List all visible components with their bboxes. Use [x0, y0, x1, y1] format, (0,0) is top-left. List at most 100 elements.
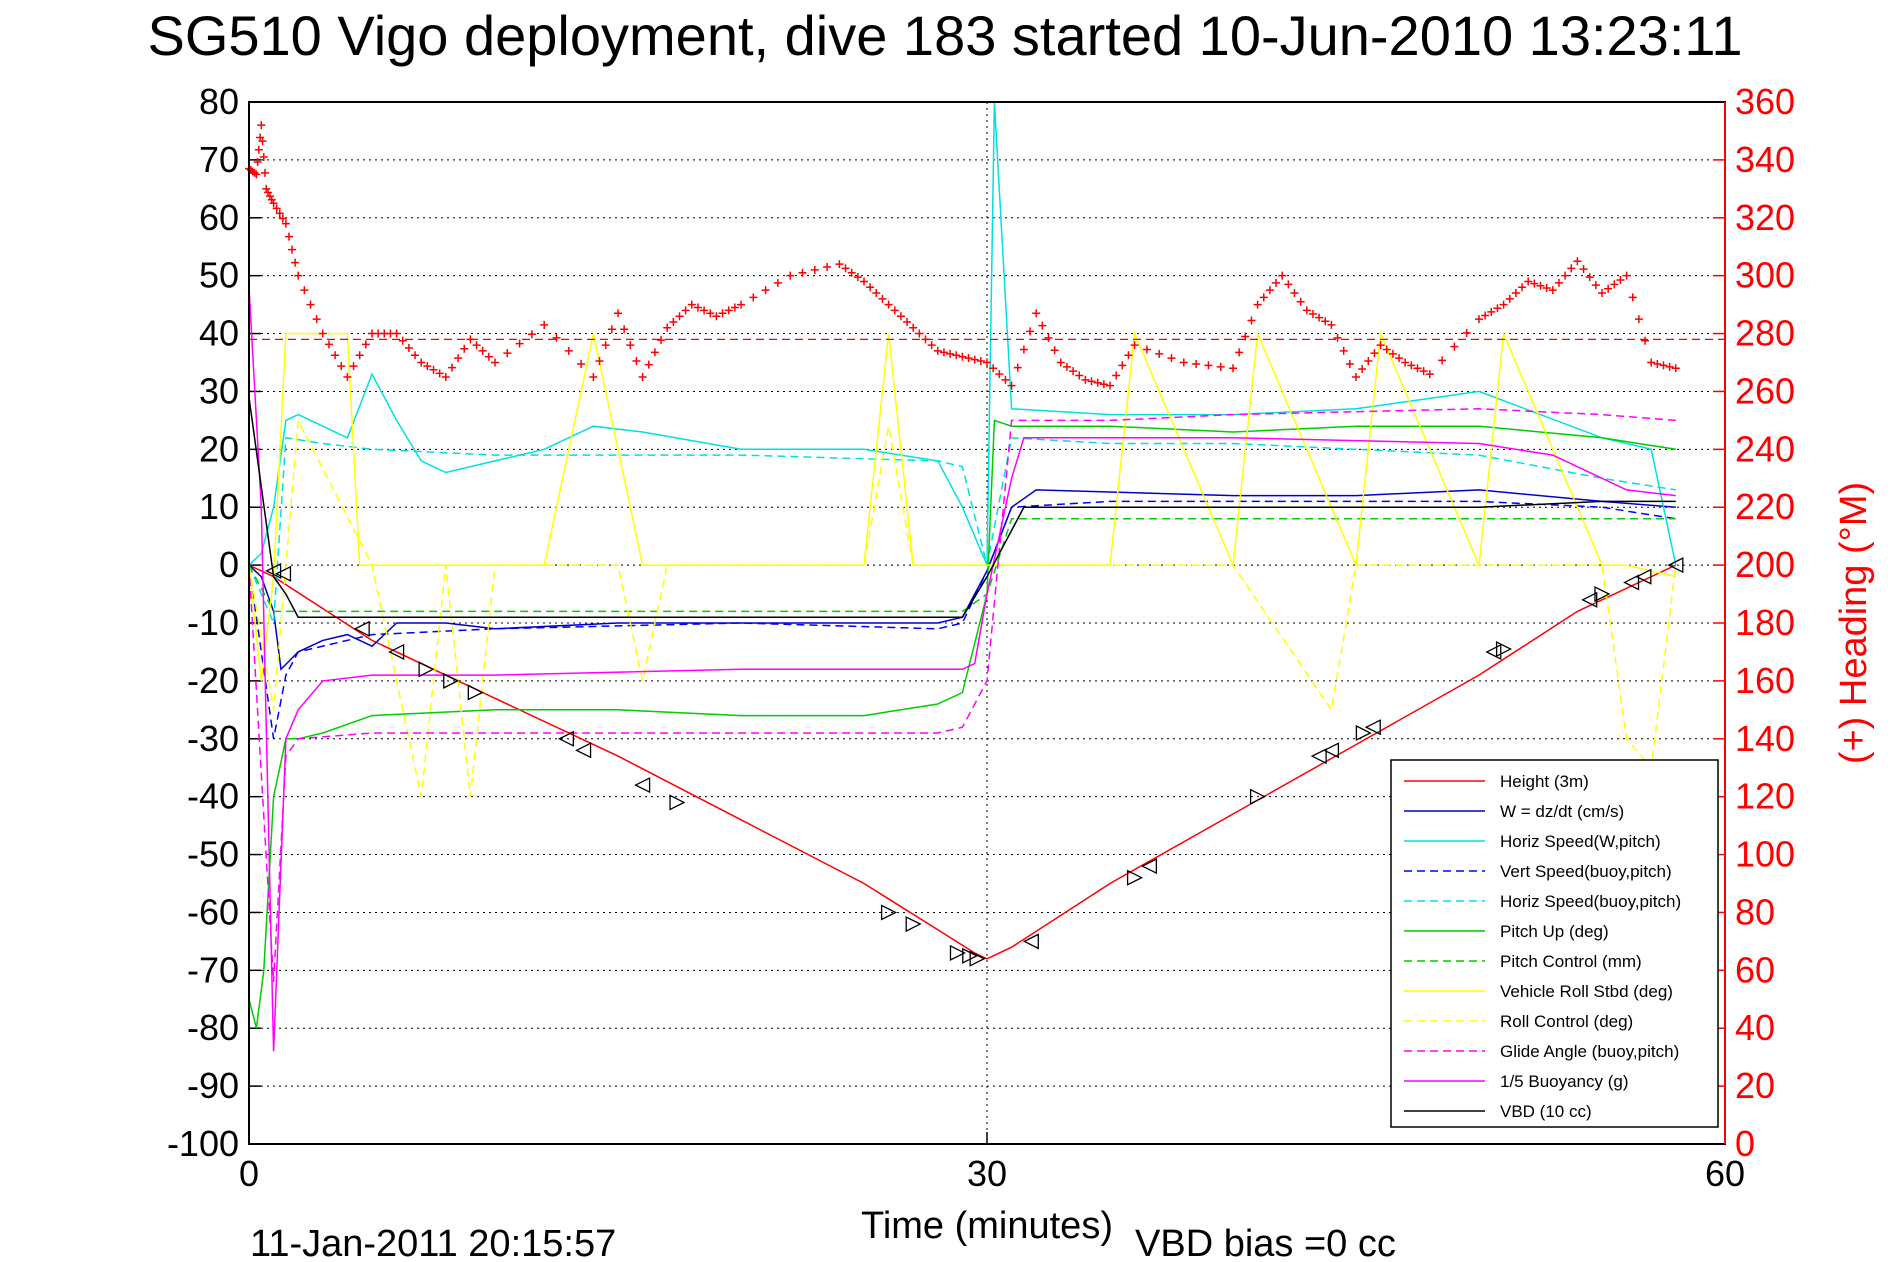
dive-triangle-marker: [1140, 858, 1158, 875]
right-tick-label: 200: [1735, 544, 1795, 585]
heading-plus-marker: [250, 168, 259, 177]
dive-triangle-marker: [1126, 869, 1144, 886]
legend-label: Roll Control (deg): [1500, 1012, 1633, 1031]
heading-plus-marker: [1192, 359, 1201, 368]
heading-plus-marker: [1056, 358, 1065, 367]
dive-triangle-marker: [1495, 640, 1513, 658]
heading-plus-marker: [1130, 341, 1139, 350]
heading-plus-marker: [324, 340, 333, 349]
right-tick-label: 300: [1735, 255, 1795, 296]
legend-label: Pitch Control (mm): [1500, 952, 1642, 971]
left-tick-label: -80: [187, 1007, 239, 1048]
dive-triangle-marker: [265, 562, 282, 579]
heading-plus-marker: [527, 330, 536, 339]
heading-plus-marker: [1438, 356, 1447, 365]
chart-title: SG510 Vigo deployment, dive 183 started …: [147, 4, 1742, 67]
x-tick-label: 60: [1705, 1153, 1745, 1194]
heading-plus-marker: [1339, 346, 1348, 355]
x-axis-ticks: 0 30 60: [239, 1132, 1745, 1194]
right-tick-label: 120: [1735, 776, 1795, 817]
heading-plus-marker: [773, 278, 782, 287]
heading-plus-marker: [798, 268, 807, 277]
heading-plus-marker: [1106, 381, 1114, 390]
heading-plus-marker: [724, 306, 733, 315]
heading-plus-marker: [454, 354, 463, 363]
heading-plus-marker: [503, 349, 512, 358]
dive-triangle-marker: [1249, 788, 1267, 805]
heading-plus-marker: [1345, 359, 1354, 368]
heading-plus-marker: [1278, 271, 1287, 280]
heading-plus-marker: [1671, 364, 1680, 373]
heading-plus-marker: [411, 351, 420, 360]
heading-plus-marker: [1591, 281, 1600, 290]
heading-plus-marker: [1419, 367, 1428, 376]
heading-plus-marker: [294, 271, 303, 280]
heading-plus-marker: [460, 344, 469, 353]
series-line-1: [248, 489, 1676, 671]
dive-triangle-marker: [1623, 574, 1640, 591]
right-tick-label: 180: [1735, 602, 1795, 643]
legend-label: Glide Angle (buoy,pitch): [1500, 1042, 1679, 1061]
heading-plus-marker: [1376, 341, 1385, 350]
right-tick-label: 280: [1735, 313, 1795, 354]
heading-plus-marker: [903, 317, 912, 326]
left-tick-label: -30: [187, 718, 239, 759]
heading-plus-marker: [1407, 361, 1416, 370]
heading-plus-marker: [786, 271, 795, 280]
heading-plus-marker: [1013, 363, 1022, 372]
heading-plus-marker: [267, 195, 276, 204]
heading-plus-marker: [291, 258, 300, 267]
heading-plus-marker: [730, 303, 739, 312]
heading-plus-marker: [472, 341, 481, 350]
right-tick-label: 260: [1735, 370, 1795, 411]
heading-plus-marker: [1235, 348, 1244, 357]
heading-plus-marker: [607, 325, 616, 334]
left-tick-label: 0: [219, 544, 239, 585]
heading-plus-marker: [272, 204, 281, 213]
right-tick-label: 100: [1735, 834, 1795, 875]
heading-plus-marker: [1413, 364, 1422, 373]
heading-plus-marker: [675, 312, 684, 321]
heading-plus-marker: [749, 293, 758, 302]
dive-triangle-marker: [1667, 557, 1684, 574]
right-axis-label: (+) Heading (°M): [1833, 482, 1875, 764]
heading-plus-marker: [441, 372, 450, 381]
heading-plus-marker: [1050, 346, 1059, 355]
heading-plus-marker: [1401, 358, 1410, 367]
legend-label: Pitch Up (deg): [1500, 922, 1609, 941]
heading-markers: [245, 121, 1680, 390]
heading-plus-marker: [989, 364, 998, 373]
heading-plus-marker: [958, 352, 967, 361]
dive-triangle-marker: [1635, 568, 1652, 585]
heading-plus-marker: [650, 348, 659, 357]
heading-plus-marker: [540, 320, 549, 329]
heading-plus-marker: [1610, 280, 1619, 289]
left-tick-label: 80: [199, 81, 239, 122]
heading-plus-marker: [258, 137, 267, 146]
legend-label: Height (3m): [1500, 772, 1589, 791]
dive-triangle-marker: [1594, 586, 1611, 603]
heading-plus-marker: [964, 354, 973, 363]
heading-plus-marker: [915, 329, 924, 338]
right-tick-label: 340: [1735, 139, 1795, 180]
heading-plus-marker: [1548, 286, 1557, 295]
left-tick-label: -100: [167, 1123, 239, 1164]
heading-plus-marker: [288, 245, 297, 254]
legend-label: W = dz/dt (cm/s): [1500, 802, 1624, 821]
legend-box: [1390, 759, 1719, 1128]
heading-plus-marker: [835, 260, 844, 269]
heading-plus-marker: [669, 317, 678, 326]
left-tick-label: -50: [187, 834, 239, 875]
heading-plus-marker: [712, 312, 721, 321]
heading-plus-marker: [1665, 362, 1674, 371]
left-tick-label: -70: [187, 949, 239, 990]
heading-plus-marker: [1075, 371, 1084, 380]
heading-plus-marker: [1019, 345, 1028, 354]
heading-plus-marker: [681, 306, 690, 315]
heading-plus-marker: [841, 264, 850, 273]
heading-plus-marker: [1542, 283, 1551, 292]
heading-plus-marker: [620, 325, 629, 334]
heading-plus-marker: [429, 365, 438, 374]
heading-plus-marker: [693, 303, 702, 312]
heading-plus-marker: [927, 341, 936, 350]
